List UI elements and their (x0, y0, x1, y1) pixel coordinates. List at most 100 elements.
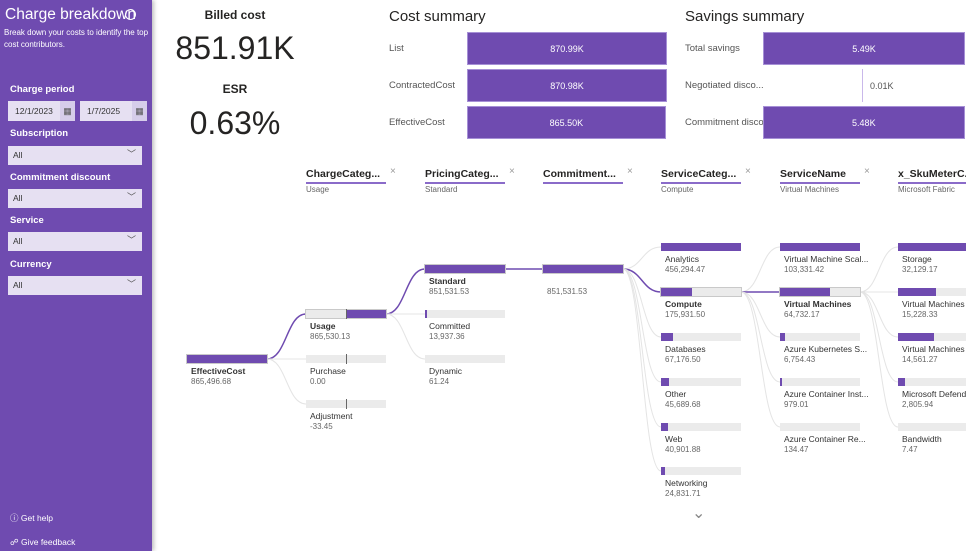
tree-node-bar[interactable] (424, 264, 506, 274)
tree-node-value: 979.01 (784, 400, 809, 409)
tree-node-label[interactable]: Virtual Machines (784, 299, 852, 309)
tree-connectors (266, 246, 899, 472)
savings-bar[interactable]: 5.48K (763, 106, 965, 139)
tree-column-header[interactable]: x_SkuMeterC... (898, 168, 966, 184)
tree-node-bar[interactable] (661, 243, 741, 251)
tree-node-label[interactable]: Virtual Machines (902, 299, 965, 309)
service-dropdown[interactable]: All ﹀ (8, 232, 142, 251)
subscription-dropdown[interactable]: All ﹀ (8, 146, 142, 165)
tree-node-value: 175,931.50 (665, 310, 706, 319)
tree-node-bar[interactable] (186, 354, 268, 364)
close-icon[interactable]: × (627, 166, 633, 177)
tree-node-bar[interactable] (661, 378, 741, 386)
tree-node-bar[interactable] (661, 333, 741, 341)
selected-connector (385, 268, 426, 315)
cost-bar[interactable]: 870.98K (467, 69, 667, 102)
tree-node-fill (661, 288, 693, 296)
tree-node-label[interactable]: Databases (665, 344, 706, 354)
tree-node-value: 456,294.47 (665, 265, 706, 274)
start-date-value: 12/1/2023 (15, 106, 53, 116)
tree-node-label[interactable]: Bandwidth (902, 434, 942, 444)
tree-node-fill (425, 310, 427, 318)
tree-node-bar[interactable] (780, 243, 860, 251)
tree-node-bar[interactable] (661, 467, 741, 475)
tree-node-bar[interactable] (660, 287, 742, 297)
connector (622, 268, 662, 383)
tree-node-fill (661, 378, 669, 386)
tree-column-selection: Virtual Machines (780, 185, 839, 194)
tree-column-header[interactable]: ServiceCateg... (661, 168, 741, 184)
get-help-link[interactable]: ⓘ Get help (10, 512, 53, 524)
tree-node-bar[interactable] (542, 264, 624, 274)
start-date-input[interactable]: 12/1/2023 ▦ (8, 101, 75, 121)
tree-node-bar[interactable] (425, 355, 505, 363)
tree-node-bar[interactable] (898, 288, 966, 296)
esr-label: ESR (222, 82, 248, 96)
tree-node-bar[interactable] (779, 287, 861, 297)
tree-node-label[interactable]: Standard (429, 276, 466, 286)
tree-column-header[interactable]: ServiceName (780, 168, 860, 184)
tree-node-label[interactable]: Adjustment (310, 411, 353, 421)
cost-bar[interactable]: 865.50K (467, 106, 666, 139)
tree-node-bar[interactable] (425, 310, 505, 318)
tree-node-label[interactable]: Purchase (310, 366, 346, 376)
currency-label: Currency (10, 259, 52, 270)
tree-node-fill (780, 288, 831, 296)
tree-node-label[interactable]: Other (665, 389, 687, 399)
tree-column-header[interactable]: ChargeCateg... (306, 168, 386, 184)
tree-node-fill (780, 333, 786, 341)
close-icon[interactable]: × (509, 166, 515, 177)
tree-column-selection: Usage (306, 185, 330, 194)
calendar-icon[interactable]: ▦ (60, 101, 75, 121)
tree-node-label[interactable]: Compute (665, 299, 702, 309)
savings-bar[interactable] (862, 69, 863, 102)
tree-node-label[interactable]: Microsoft Defender... (902, 389, 966, 399)
tree-node-label[interactable]: EffectiveCost (191, 366, 246, 376)
connector (740, 291, 781, 338)
close-icon[interactable]: × (864, 166, 870, 177)
tree-node-label[interactable]: Storage (902, 254, 932, 264)
tree-node-value: 865,496.68 (191, 377, 232, 386)
tree-node-label[interactable]: Azure Kubernetes S... (784, 344, 868, 354)
tree-node-label[interactable]: Analytics (665, 254, 700, 264)
tree-node-fill (661, 423, 669, 431)
tree-node-label[interactable]: Azure Container Re... (784, 434, 866, 444)
tree-node-bar[interactable] (305, 309, 387, 319)
tree-node-bar[interactable] (898, 243, 966, 251)
get-help-label: Get help (20, 513, 54, 523)
chevron-down-icon[interactable]: ⌄ (692, 505, 706, 522)
connector (859, 246, 899, 293)
tree-column-header[interactable]: Commitment... (543, 168, 623, 184)
tree-node-label[interactable]: Web (665, 434, 683, 444)
commitment-discount-dropdown[interactable]: All ﹀ (8, 189, 142, 208)
tree-node-label[interactable]: Networking (665, 478, 708, 488)
tree-node-label[interactable]: Virtual Machines L... (902, 344, 966, 354)
tree-node-label[interactable]: Virtual Machine Scal... (784, 254, 869, 264)
tree-node-label[interactable]: Committed (429, 321, 471, 331)
calendar-icon[interactable]: ▦ (132, 101, 147, 121)
tree-node-bar[interactable] (898, 378, 966, 386)
currency-dropdown[interactable]: All ﹀ (8, 276, 142, 295)
give-feedback-link[interactable]: ☍ Give feedback (10, 537, 75, 548)
tree-node-bar[interactable] (898, 333, 966, 341)
tree-node-bar[interactable] (780, 423, 860, 431)
tree-node-bar[interactable] (780, 378, 860, 386)
close-icon[interactable]: × (390, 166, 396, 177)
tree-node-label[interactable]: Usage (310, 321, 336, 331)
close-icon[interactable]: × (745, 166, 751, 177)
tree-node-label[interactable]: Dynamic (429, 366, 463, 376)
cost-bar[interactable]: 870.99K (467, 32, 667, 65)
tree-column-selection: Standard (425, 185, 458, 194)
end-date-input[interactable]: 1/7/2025 ▦ (80, 101, 147, 121)
info-icon[interactable]: ⓘ (125, 9, 136, 20)
tree-node-bar[interactable] (661, 423, 741, 431)
tree-node-label[interactable]: Azure Container Inst... (784, 389, 869, 399)
tree-node-fill (780, 378, 782, 386)
tree-column-header[interactable]: PricingCateg... (425, 168, 505, 184)
filter-sidebar: Charge breakdown ⓘ Break down your costs… (0, 0, 152, 551)
tree-node-bar[interactable] (780, 333, 860, 341)
tree-node-bar[interactable] (306, 399, 386, 409)
savings-bar[interactable]: 5.49K (763, 32, 965, 65)
tree-node-bar[interactable] (306, 354, 386, 364)
tree-node-bar[interactable] (898, 423, 966, 431)
